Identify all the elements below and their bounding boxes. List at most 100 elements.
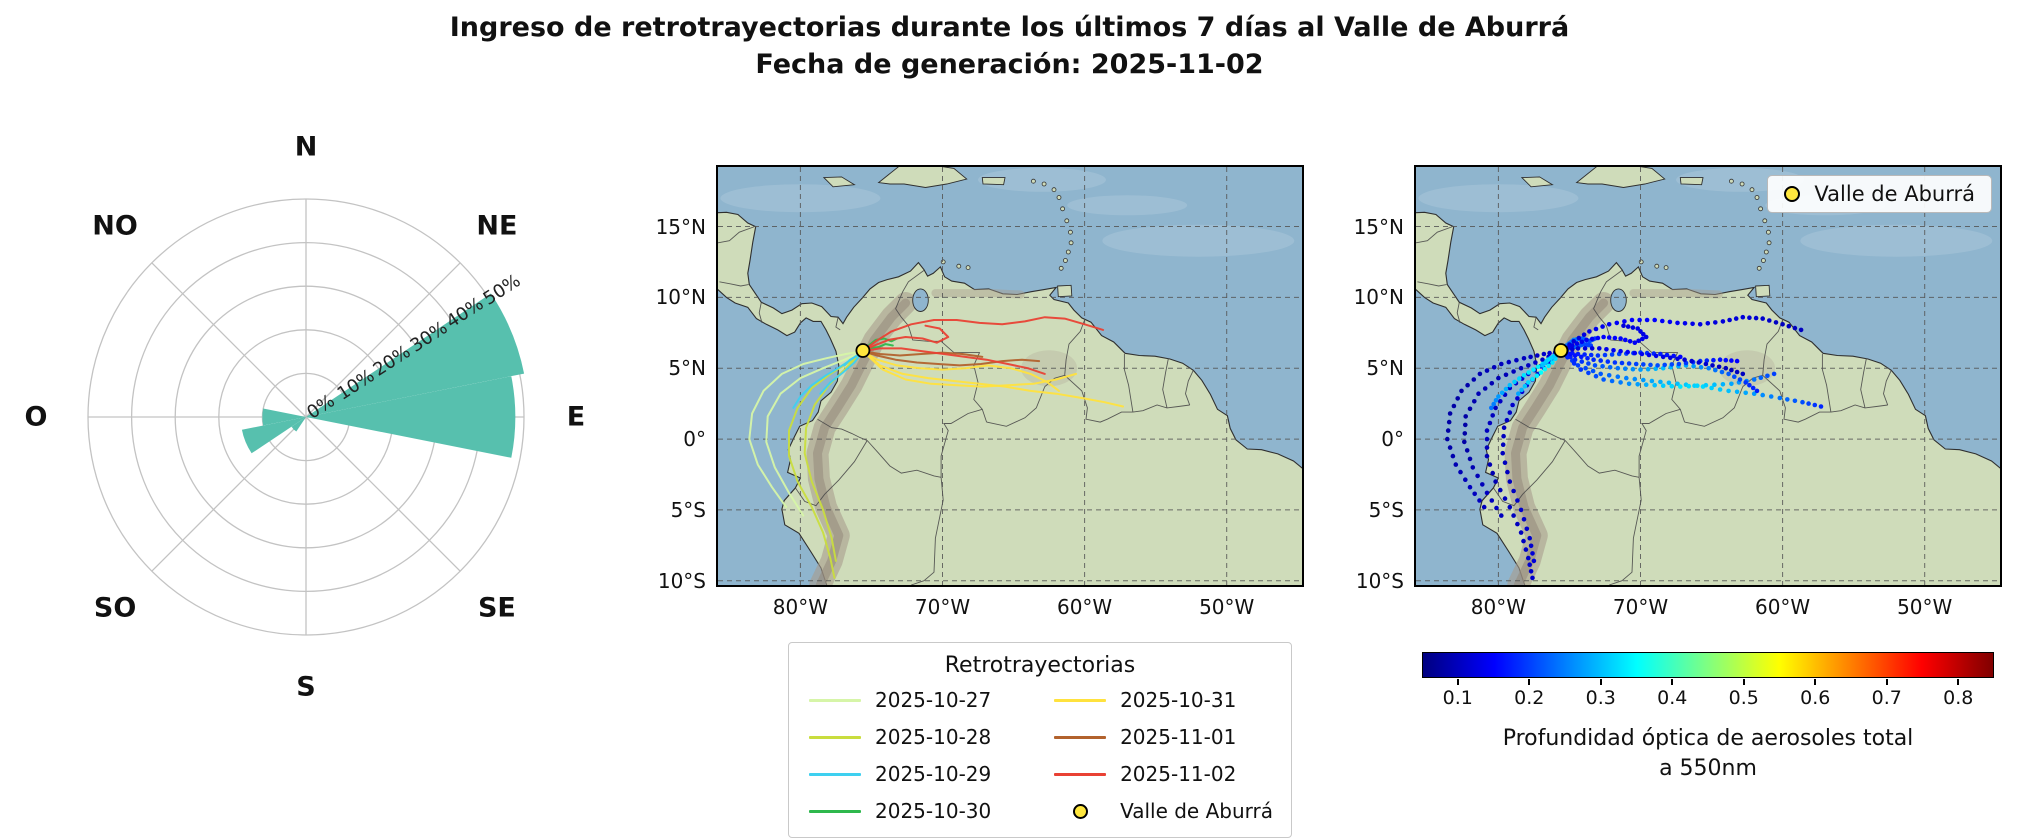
aod-dot — [1754, 388, 1760, 394]
aod-dot — [1635, 382, 1640, 387]
aod-dot — [1818, 404, 1824, 409]
country-border — [1609, 477, 1642, 585]
aod-dot — [1660, 354, 1666, 360]
aod-dot — [1705, 321, 1711, 326]
aod-dot — [1747, 382, 1752, 388]
aod-dot — [1570, 350, 1575, 356]
aod-dot — [1727, 317, 1732, 323]
aod-dot — [1753, 315, 1759, 321]
small-island — [1030, 178, 1036, 184]
aod-dot — [1502, 460, 1508, 466]
island — [1520, 176, 1554, 188]
aod-dot — [1798, 327, 1804, 333]
aod-dot — [1717, 357, 1723, 362]
aod-dot — [1484, 490, 1490, 496]
map-x-tick-label: 50°W — [1897, 595, 1953, 619]
aod-dot — [1516, 391, 1521, 396]
aod-dot — [1472, 399, 1477, 404]
aod-dot — [1511, 488, 1516, 494]
aod-dot — [1713, 320, 1718, 325]
aod-dot — [1649, 378, 1655, 384]
island — [981, 177, 1006, 186]
legend-item: 2025-10-29 — [807, 762, 1026, 786]
aod-dot — [1480, 482, 1485, 487]
aod-dot — [1528, 354, 1533, 360]
country-border — [911, 477, 944, 585]
aod-dot — [1447, 411, 1453, 416]
colorbar-tick-label: 0.8 — [1943, 687, 1974, 709]
aod-dot — [1729, 381, 1734, 387]
aod-dot — [1540, 357, 1545, 362]
country-border — [1123, 354, 1134, 413]
aod-dot — [1786, 323, 1792, 329]
aod-dot — [1639, 351, 1645, 357]
windrose-sector-e — [306, 376, 516, 458]
aod-dot — [1740, 371, 1746, 377]
aod-dot — [1507, 504, 1513, 510]
aod-dot — [1638, 367, 1643, 372]
legend-column: 2025-10-31 2025-11-01 2025-11-02 Valle de A… — [1052, 688, 1273, 823]
aod-dot — [1632, 376, 1638, 382]
aod-dot — [1467, 406, 1473, 412]
small-island — [940, 259, 946, 265]
map-y-tick-label: 15°N — [1353, 214, 1404, 239]
colorbar-tick-mark — [1599, 679, 1602, 685]
legend-item-label: 2025-10-29 — [875, 762, 992, 786]
aod-dot — [1682, 357, 1687, 362]
aod-dot — [1780, 322, 1785, 327]
aod-dot — [1635, 326, 1640, 331]
cloud-texture — [978, 167, 1106, 192]
small-island — [1058, 265, 1064, 271]
aod-dot — [1615, 365, 1621, 371]
aod-dot — [1758, 375, 1764, 380]
country-border — [1638, 408, 1681, 478]
map-y-tick-label: 10°N — [1353, 285, 1404, 310]
aod-dot — [1528, 543, 1534, 549]
aod-dot — [1484, 453, 1490, 459]
aod-dot — [1503, 386, 1509, 392]
aod-dot — [1633, 361, 1639, 367]
aod-dot — [1626, 381, 1632, 387]
island — [1679, 177, 1704, 186]
windrose-spoke — [151, 416, 307, 572]
country-border — [1830, 404, 1888, 413]
aod-dot — [1550, 360, 1555, 365]
aod-dot — [1582, 352, 1587, 357]
aod-dot — [1632, 350, 1638, 356]
aod-dot — [1530, 551, 1535, 556]
legend-grid: 2025-10-27 2025-10-28 2025-10-29 2025-10-30… — [807, 688, 1273, 823]
aod-dot — [1733, 316, 1739, 321]
aod-dot — [1648, 362, 1653, 368]
country-border — [719, 281, 749, 287]
aod-dot — [1491, 365, 1497, 370]
country-border — [1883, 370, 1892, 406]
aod-dot — [1589, 346, 1595, 351]
small-island — [1762, 218, 1768, 224]
legend-item: 2025-11-01 — [1052, 725, 1273, 749]
aod-dot — [1517, 376, 1522, 381]
aod-dot — [1501, 433, 1506, 439]
country-border — [1417, 281, 1447, 287]
small-island — [1739, 181, 1745, 187]
aod-map-site-legend: Valle de Aburrá — [1767, 175, 1992, 213]
aod-dot — [1604, 347, 1609, 352]
aod-dot — [1476, 391, 1481, 396]
aod-dot — [1629, 317, 1635, 323]
aod-dot — [1709, 385, 1714, 391]
aod-dot — [1595, 335, 1601, 341]
valle-de-aburra-site-marker — [1553, 343, 1569, 358]
aod-dot — [1501, 425, 1507, 431]
aod-dot — [1630, 366, 1636, 372]
aod-dot — [1524, 526, 1530, 532]
aod-dot — [1632, 340, 1638, 345]
aod-dot — [1482, 386, 1488, 391]
aod-dot — [1530, 575, 1535, 581]
legend-column: 2025-10-27 2025-10-28 2025-10-29 2025-10-30 — [807, 688, 1026, 823]
aod-dot — [1447, 445, 1453, 450]
aod-dot — [1534, 373, 1540, 379]
aod-dot — [1593, 326, 1599, 332]
windrose-sector-o — [262, 408, 306, 426]
map-x-tick-label: 60°W — [1056, 595, 1113, 619]
aod-dot — [1494, 505, 1499, 511]
